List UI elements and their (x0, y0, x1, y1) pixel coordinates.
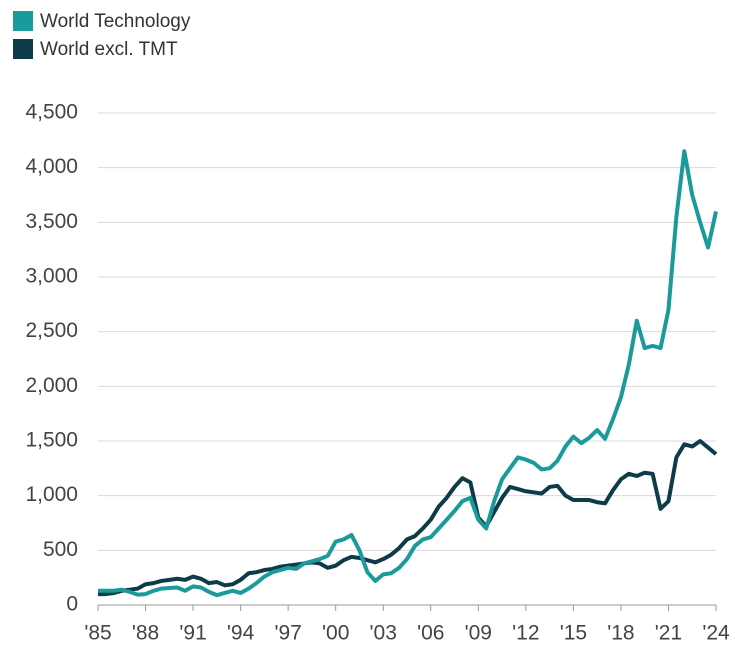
y-tick-label: 1,000 (25, 483, 78, 506)
x-tick-label: '94 (227, 622, 255, 645)
y-tick-label: 4,000 (25, 155, 78, 178)
x-tick-label: '06 (417, 622, 444, 645)
x-tick-label: '85 (84, 622, 111, 645)
y-tick-label: 0 (66, 593, 78, 616)
legend-label: World excl. TMT (40, 39, 178, 60)
x-tick-label: '00 (322, 622, 349, 645)
x-tick-label: '09 (465, 622, 492, 645)
legend-swatch (13, 11, 33, 31)
x-tick-label: '12 (512, 622, 539, 645)
legend-swatch (13, 39, 33, 59)
y-tick-label: 4,500 (25, 101, 78, 124)
y-tick-label: 1,500 (25, 429, 78, 452)
y-tick-label: 3,000 (25, 265, 78, 288)
y-tick-label: 3,500 (25, 210, 78, 233)
x-tick-label: '18 (607, 622, 634, 645)
x-tick-label: '03 (370, 622, 397, 645)
y-tick-label: 2,000 (25, 374, 78, 397)
series-line (98, 149, 718, 598)
legend-label: World Technology (40, 11, 191, 32)
series-line (98, 439, 718, 597)
y-tick-label: 500 (43, 538, 78, 561)
x-tick-label: '91 (179, 622, 206, 645)
x-tick-label: '21 (655, 622, 682, 645)
x-tick-label: '88 (132, 622, 159, 645)
x-tick-label: '15 (560, 622, 587, 645)
x-tick-label: '24 (702, 622, 730, 645)
y-tick-label: 2,500 (25, 319, 78, 342)
x-tick-label: '97 (274, 622, 301, 645)
